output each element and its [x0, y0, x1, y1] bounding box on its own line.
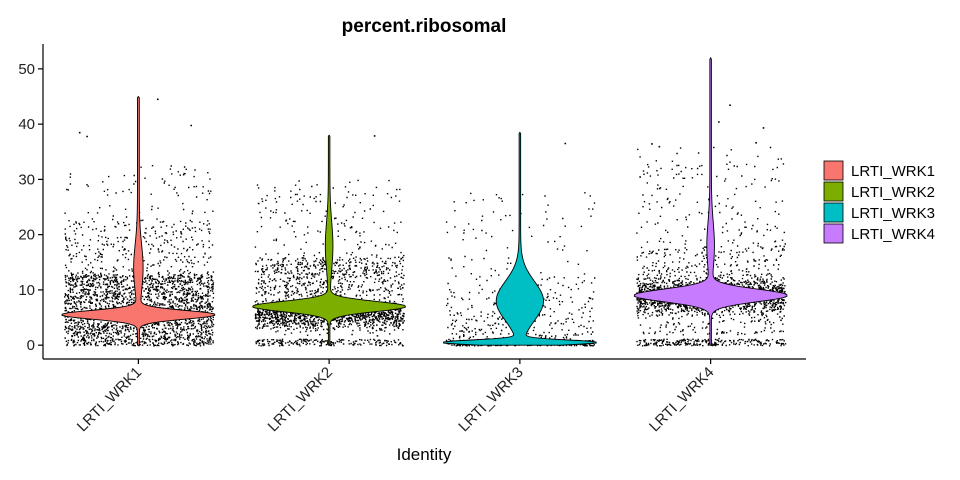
y-tick-label: 30: [18, 171, 35, 188]
legend-key-LRTI_WRK1: [823, 160, 844, 181]
violin-LRTI_WRK4: [633, 56, 788, 346]
jitter-points-LRTI_WRK2: [254, 135, 405, 347]
violin-LRTI_WRK2: [252, 134, 406, 346]
jitter-points: [64, 98, 787, 347]
jitter-points-LRTI_WRK4: [636, 104, 787, 347]
axes: [42, 44, 806, 360]
chart-title: percent.ribosomal: [342, 16, 507, 37]
legend-label-LRTI_WRK4: LRTI_WRK4: [851, 226, 935, 243]
x-tick-label: LRTI_WRK3: [455, 364, 526, 435]
y-tick-label: 40: [18, 116, 35, 133]
legend-label-LRTI_WRK1: LRTI_WRK1: [851, 163, 935, 180]
x-tick-label: LRTI_WRK4: [646, 364, 717, 435]
legend-label-LRTI_WRK3: LRTI_WRK3: [851, 205, 935, 222]
violins: [61, 56, 788, 346]
y-ticks: 0 10 20 30 40 50: [18, 61, 43, 354]
x-ticks: LRTI_WRK1 LRTI_WRK2 LRTI_WRK3 LRTI_WRK4: [74, 359, 717, 435]
x-tick-label: LRTI_WRK2: [265, 364, 336, 435]
jitter-points-LRTI_WRK1: [64, 98, 215, 347]
y-tick-label: 50: [18, 61, 35, 78]
legend-label-LRTI_WRK2: LRTI_WRK2: [851, 184, 935, 201]
y-tick-label: 10: [18, 282, 35, 299]
violin-LRTI_WRK1: [61, 96, 216, 346]
legend-key-LRTI_WRK2: [823, 181, 844, 202]
y-tick-label: 20: [18, 227, 35, 244]
legend: LRTI_WRK1 LRTI_WRK2 LRTI_WRK3 LRTI_WRK4: [823, 160, 935, 244]
legend-key-LRTI_WRK4: [823, 223, 844, 244]
legend-key-LRTI_WRK3: [823, 202, 844, 223]
violin-LRTI_WRK3: [443, 131, 597, 346]
y-tick-label: 0: [27, 337, 35, 354]
x-axis-title: Identity: [397, 445, 452, 464]
x-tick-label: LRTI_WRK1: [74, 364, 145, 435]
